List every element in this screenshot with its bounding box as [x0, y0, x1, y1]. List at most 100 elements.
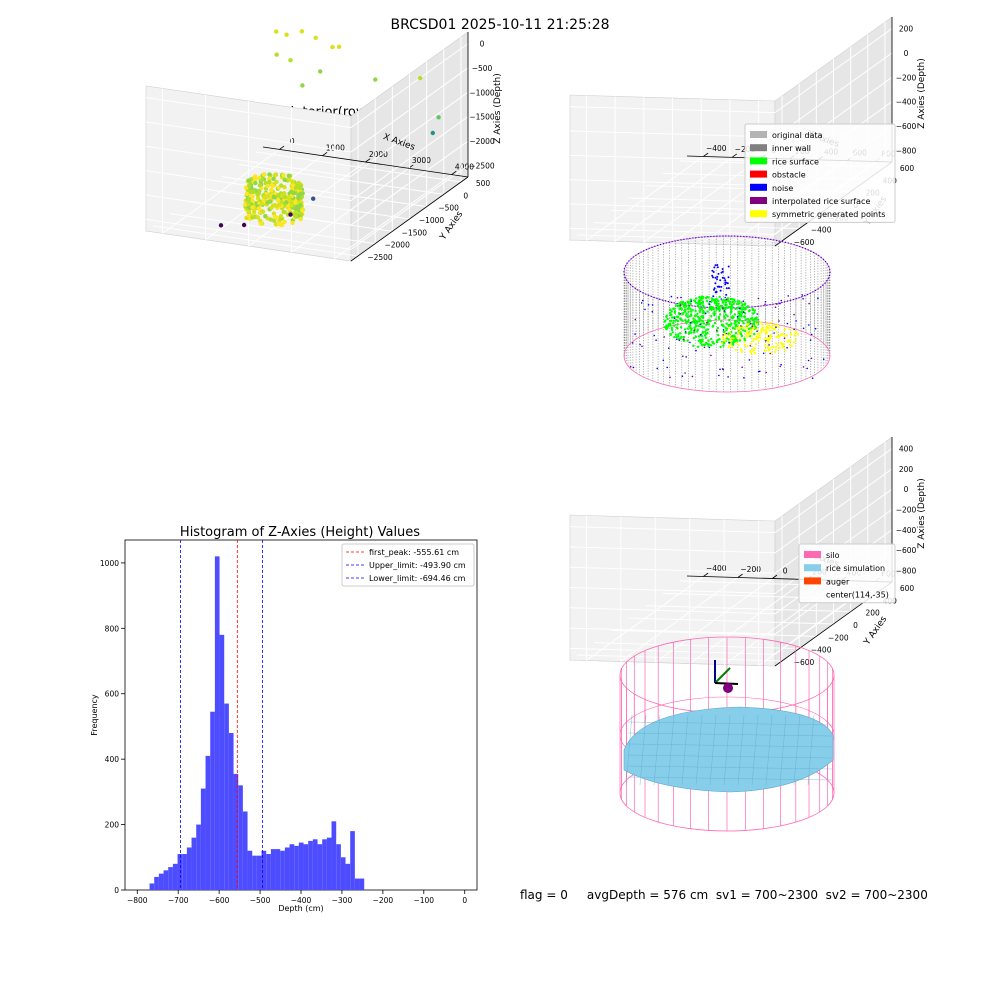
noise-point	[786, 322, 789, 325]
symmetric-point	[793, 334, 796, 337]
symmetric-point	[739, 326, 743, 329]
raw-cloud-point	[272, 218, 277, 223]
raw-cloud-point	[246, 213, 252, 218]
noise-point	[773, 332, 775, 334]
rice-surface-point	[685, 312, 688, 315]
symmetric-point	[749, 342, 752, 345]
symmetric-point	[788, 338, 791, 342]
rice-surface-point	[744, 318, 747, 321]
classify-plot-z-tick-label: 200	[899, 25, 914, 34]
rice-surface-point	[742, 322, 745, 325]
noise-point	[728, 342, 730, 344]
raw-cloud-point	[253, 180, 258, 186]
histogram-bar	[210, 711, 215, 890]
symmetric-point	[737, 332, 740, 335]
noise-point	[807, 359, 810, 362]
noise-point	[691, 375, 694, 378]
rice-surface-point	[675, 304, 678, 307]
symmetric-point	[748, 333, 751, 336]
obstacle-noise-point	[713, 266, 716, 269]
noise-point	[656, 367, 658, 370]
simulation-plot-y-axis-label: Y Axies	[862, 614, 890, 647]
obstacle-noise-point	[712, 276, 714, 279]
raw-cloud-point	[260, 209, 265, 214]
symmetric-point	[794, 338, 797, 341]
noise-point	[703, 346, 706, 349]
symmetric-point	[750, 330, 753, 333]
symmetric-point	[732, 337, 735, 340]
symmetric-point	[730, 346, 734, 349]
raw-data-point	[436, 115, 441, 120]
rice-surface-point	[741, 308, 744, 311]
raw-plot-y-tick-label: −1500	[402, 228, 428, 237]
symmetric-point	[774, 345, 778, 349]
classify-plot-legend-swatch	[750, 197, 767, 204]
raw-plot-y-axis-label: Y Axies	[438, 209, 466, 242]
raw-cloud-point	[294, 214, 299, 219]
rice-surface-point	[722, 344, 725, 347]
rice-surface-point	[669, 333, 672, 337]
rice-surface-point	[741, 303, 744, 306]
symmetric-point	[764, 325, 768, 328]
histogram-bar	[336, 844, 341, 890]
rice-surface-point	[692, 331, 696, 334]
noise-point	[716, 329, 718, 332]
rice-surface-point	[713, 298, 717, 302]
histogram-bar	[252, 855, 257, 890]
rice-surface-point	[687, 305, 691, 309]
simulation-plot-z-grid	[569, 526, 776, 534]
rice-mesh-line	[627, 765, 833, 770]
raw-cloud-point	[279, 183, 284, 188]
rice-mesh-line	[695, 714, 703, 786]
rice-surface-point	[701, 331, 704, 335]
rice-surface-point	[713, 302, 717, 305]
rice-surface-point	[740, 301, 743, 304]
rice-surface-point	[723, 330, 726, 334]
histogram-bar	[191, 837, 197, 890]
classify-plot-legend-swatch	[750, 131, 767, 138]
symmetric-point	[778, 346, 781, 350]
histogram-bar	[219, 634, 225, 890]
noise-point	[718, 374, 720, 377]
noise-point	[639, 343, 641, 346]
symmetric-point	[735, 327, 738, 330]
rice-surface-point	[671, 331, 674, 334]
rice-surface-point	[697, 335, 701, 338]
rice-surface-point	[665, 327, 668, 331]
rice-surface-point	[705, 323, 708, 326]
histogram-x-axis-label: Depth (cm)	[278, 904, 323, 913]
symmetric-point	[746, 330, 749, 333]
noise-point	[725, 332, 728, 335]
rice-surface-point	[689, 331, 693, 334]
histogram-bar	[322, 839, 327, 890]
rice-surface-point	[712, 307, 715, 311]
histogram-bar	[177, 854, 183, 890]
noise-point	[780, 363, 782, 366]
raw-cloud-point	[282, 219, 287, 224]
raw-data-point	[318, 69, 323, 74]
classify-plot-z-grid	[569, 203, 776, 211]
classify-plot-y-grid	[577, 234, 783, 242]
rice-surface-point	[698, 310, 702, 314]
rice-surface-point	[714, 318, 717, 321]
rice-surface-point	[700, 343, 704, 346]
symmetric-point	[781, 343, 785, 346]
simulation-plot-z-grid	[569, 587, 776, 594]
rice-surface-point	[696, 330, 699, 333]
obstacle-noise-point	[716, 275, 719, 278]
raw-cloud-point	[276, 221, 282, 227]
classify-plot-z-grid	[569, 154, 776, 162]
noise-point	[676, 296, 679, 299]
raw-cloud-point	[296, 195, 301, 200]
simulation-plot-z-grid	[569, 607, 776, 615]
noise-point	[762, 352, 765, 355]
rice-surface-point	[699, 341, 702, 344]
noise-point	[742, 311, 745, 314]
rice-surface-point	[678, 317, 682, 320]
rice-surface-point	[710, 337, 713, 341]
rice-surface-point	[698, 338, 702, 342]
rice-surface-point	[732, 302, 735, 306]
rice-surface-point	[679, 301, 683, 304]
rice-surface-point	[712, 324, 715, 327]
rice-surface-point	[680, 335, 683, 339]
